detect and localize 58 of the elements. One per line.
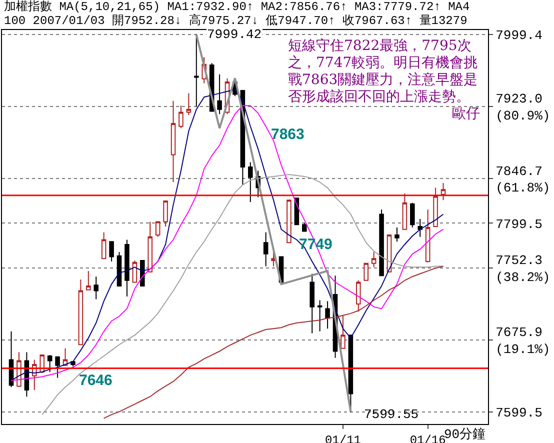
- y-tick-label: 7752.3 (38.2%): [496, 252, 550, 285]
- candlestick: [109, 241, 114, 262]
- candlestick: [116, 252, 122, 287]
- candlestick: [178, 105, 184, 129]
- chart-subtitle: 100 2007/01/03 開7952.28↓ 高7975.27↓ 低7947.70↑ 收7967.63↑ 量13279: [4, 13, 468, 28]
- candlestick: [410, 202, 415, 228]
- candlestick: [55, 356, 60, 378]
- annotation: 短線守住7822最強，7795次之，7747較弱。明日有機會挑戰7863關鍵壓力，注意早盤是否形成該回不回的上漲走勢。: [288, 38, 478, 106]
- candlestick: [263, 232, 268, 267]
- candlestick: [317, 300, 322, 332]
- candlestick: [86, 270, 91, 290]
- candlestick: [62, 348, 68, 366]
- candlestick: [163, 200, 168, 228]
- candlestick: [124, 239, 130, 297]
- candlestick: [433, 187, 438, 228]
- candlestick: [194, 34, 199, 108]
- candlestick: [440, 182, 446, 201]
- annotation: 7863: [271, 126, 304, 143]
- candlestick: [325, 300, 330, 330]
- y-tick-label: 7799.5: [496, 216, 542, 232]
- candlestick: [364, 262, 368, 281]
- candlestick: [348, 334, 354, 413]
- candlestick: [155, 221, 160, 238]
- candlestick: [47, 354, 52, 373]
- candlestick: [402, 192, 408, 230]
- candlestick: [140, 260, 145, 287]
- candlestick: [271, 252, 276, 267]
- candlestick: [132, 260, 138, 283]
- candlestick: [186, 92, 192, 116]
- ref-line-label: 7646: [79, 372, 112, 389]
- candlestick: [425, 209, 430, 263]
- candlestick: [356, 280, 361, 312]
- text: 90分鐘: [444, 427, 486, 442]
- candlestick: [217, 74, 222, 115]
- y-tick-label: 7675.9 (19.1%): [496, 325, 550, 357]
- candlestick: [379, 209, 384, 276]
- candlestick: [418, 218, 422, 238]
- candlestick: [340, 314, 346, 349]
- candlestick: [394, 226, 400, 242]
- candlestick: [8, 330, 14, 388]
- y-tick-label: 7846.7 (61.8%): [496, 164, 550, 196]
- candlestick: [78, 278, 84, 346]
- text: 歐仔: [451, 106, 480, 123]
- candlestick: [310, 273, 314, 334]
- candlestick: [286, 200, 292, 244]
- candlestick: [170, 100, 176, 183]
- candlestick: [248, 162, 253, 202]
- y-tick-label: 7923.0 (80.9%): [496, 92, 550, 124]
- annotation: 7999.42: [207, 27, 262, 42]
- candlestick: [371, 252, 376, 268]
- y-tick-label: 7999.4: [496, 28, 543, 43]
- candlestick: [101, 232, 106, 260]
- annotation: 7599.55: [364, 407, 419, 422]
- candlestick: [148, 221, 152, 272]
- candlestick: [302, 222, 307, 232]
- candlestick: [94, 276, 98, 300]
- y-tick-label: 7599.5: [496, 406, 542, 421]
- chart-title: 加權指數 MA(5,10,21,65) MA1:7932.90↑ MA2:7856.76↑ MA3:7779.72↑ MA4: [4, 0, 470, 14]
